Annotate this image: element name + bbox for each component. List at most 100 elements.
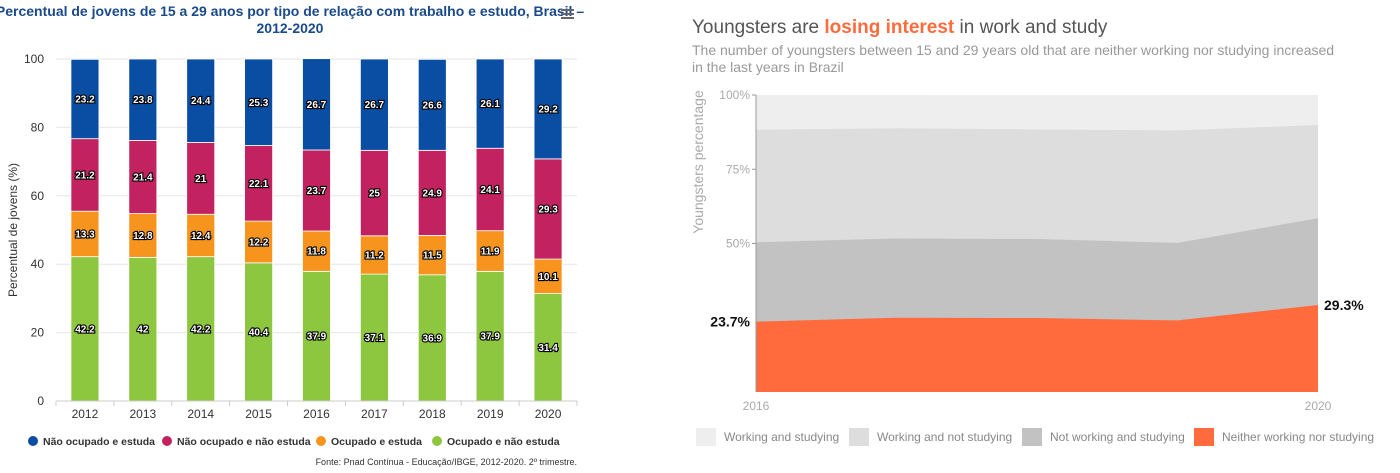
right-legend-item[interactable]: Working and not studying	[849, 428, 1012, 446]
left-bar-value-label: 24.9	[423, 188, 443, 199]
right-legend-swatch	[1194, 428, 1214, 446]
left-y-tick-label: 80	[31, 120, 45, 134]
left-bar-segment[interactable]	[417, 235, 447, 276]
right-y-axis-label: Youngsters percentage	[690, 90, 706, 234]
right-legend-item[interactable]: Working and studying	[696, 428, 839, 446]
right-legend-label: Working and not studying	[877, 430, 1012, 444]
left-bar-value-label: 23.2	[75, 95, 95, 106]
left-bar-segment[interactable]	[186, 256, 216, 402]
left-bar-segment[interactable]	[70, 58, 100, 140]
left-bar-segment[interactable]	[302, 58, 331, 151]
right-title-highlight: losing interest	[824, 17, 955, 38]
left-x-tick-label: 2013	[129, 407, 156, 421]
left-bar-segment[interactable]	[186, 142, 216, 215]
left-x-tick-label: 2015	[245, 407, 272, 421]
left-bar-value-label: 37.1	[365, 333, 385, 344]
right-legend-swatch	[849, 428, 869, 446]
left-bar-segment[interactable]	[70, 210, 100, 258]
left-bars: 42.2 13.3 21.2 23.2 42 12.8 21.4 23.8 42.2 12.4 21…	[70, 58, 563, 402]
right-chart-subtitle-line1: The number of youngsters between 15 and …	[692, 42, 1334, 58]
left-bar-segment[interactable]	[417, 58, 447, 151]
left-bar-segment[interactable]	[417, 274, 447, 402]
left-bar-value-label: 29.3	[538, 204, 558, 215]
left-bar-segment[interactable]	[533, 58, 563, 160]
right-areas	[755, 95, 1318, 392]
left-bar-segment[interactable]	[128, 139, 158, 214]
left-legend-marker	[162, 436, 172, 446]
left-stacked-bar-chart: Percentual de jovens de 15 a 29 anos por…	[0, 3, 584, 467]
hamburger-menu-icon[interactable]	[558, 6, 578, 22]
left-bar-value-label: 40.4	[249, 327, 269, 338]
left-x-tick-label: 2018	[419, 407, 446, 421]
left-y-tick-label: 100	[24, 52, 44, 66]
left-bar-segment[interactable]	[128, 58, 158, 141]
left-bar-value-label: 37.9	[480, 332, 500, 343]
left-bar-value-label: 42.2	[191, 324, 211, 335]
right-end-annotation: 29.3%	[1324, 297, 1364, 313]
left-bar-segment[interactable]	[186, 213, 216, 258]
left-legend-item[interactable]: Ocupado e estuda	[316, 436, 422, 448]
left-bar-segment[interactable]	[475, 230, 505, 272]
left-y-tick-label: 20	[31, 326, 45, 340]
left-bar-segment[interactable]	[475, 58, 505, 149]
left-x-tick-label: 2014	[187, 407, 214, 421]
left-bar-value-label: 21.2	[75, 170, 95, 181]
left-bar-value-label: 25.3	[249, 98, 269, 109]
left-chart-title-line1: Percentual de jovens de 15 a 29 anos por…	[0, 3, 584, 19]
left-bar-value-label: 11.8	[307, 247, 326, 258]
left-bar-segment[interactable]	[186, 58, 216, 143]
left-bar-value-label: 13.3	[75, 229, 95, 240]
left-bar-segment[interactable]	[475, 147, 505, 232]
left-legend-label: Não ocupado e estuda	[43, 436, 155, 448]
left-bar-segment[interactable]	[244, 145, 274, 222]
left-bar-segment[interactable]	[70, 138, 100, 212]
left-bar-segment[interactable]	[302, 270, 331, 402]
right-legend-item[interactable]: Neither working nor studying	[1194, 428, 1374, 446]
left-legend-item[interactable]: Ocupado e não estuda	[432, 436, 560, 448]
left-legend-item[interactable]: Não ocupado e não estuda	[162, 436, 311, 448]
right-area-neither-working-nor-studying[interactable]	[756, 304, 1318, 392]
left-bar-segment[interactable]	[302, 230, 331, 272]
left-bar-value-label: 21	[195, 174, 207, 185]
right-start-annotation: 23.7%	[710, 314, 750, 330]
right-legend: Working and studying Working and not stud…	[696, 428, 1374, 446]
left-bar-value-label: 26.7	[307, 100, 327, 111]
left-legend-item[interactable]: Não ocupado e estuda	[28, 436, 155, 448]
left-bar-segment[interactable]	[359, 149, 389, 237]
right-x-axis: 2016 2020	[743, 399, 1332, 413]
right-annotations: 23.7% 29.3%	[710, 297, 1364, 330]
left-x-tick-label: 2020	[535, 407, 562, 421]
left-bar-value-label: 12.8	[133, 231, 153, 242]
left-bar-value-label: 12.2	[249, 237, 269, 248]
left-bar-value-label: 31.4	[538, 343, 558, 354]
left-bar-segment[interactable]	[475, 270, 505, 402]
left-x-tick-label: 2017	[361, 407, 388, 421]
left-y-axis-ticks: 0 20 40 60 80 100	[24, 52, 44, 408]
left-x-axis: 2012 2013 2014 2015 2016 2017 2018 2019 2020	[55, 400, 578, 421]
left-bar-value-label: 11.5	[423, 251, 442, 262]
left-legend-label: Ocupado e não estuda	[447, 436, 560, 448]
left-bar-segment[interactable]	[244, 220, 274, 264]
left-bar-segment[interactable]	[533, 258, 563, 295]
left-bar-segment[interactable]	[128, 256, 158, 402]
left-y-axis-label: Percentual de jovens (%)	[6, 163, 20, 297]
left-x-tick-label: 2016	[303, 407, 330, 421]
left-x-tick-label: 2019	[477, 407, 504, 421]
left-source-note: Fonte: Pnad Contínua - Educação/IBGE, 20…	[316, 457, 577, 467]
left-bar-value-label: 26.6	[423, 100, 443, 111]
left-bar-value-label: 42	[137, 325, 149, 336]
left-bar-value-label: 42.2	[75, 324, 95, 335]
right-x-tick-label: 2016	[743, 399, 770, 413]
right-legend-item[interactable]: Not working and studying	[1022, 428, 1185, 446]
left-bar-segment[interactable]	[359, 58, 389, 151]
right-y-axis-ticks: 50% 75% 100%	[719, 88, 756, 251]
left-bar-value-label: 25	[369, 189, 381, 200]
left-bar-segment[interactable]	[417, 149, 447, 236]
right-title-part3: in work and study	[954, 17, 1108, 38]
left-bar-segment[interactable]	[533, 158, 563, 260]
left-bar-segment[interactable]	[244, 58, 274, 146]
right-title-part1: Youngsters are	[692, 17, 824, 38]
left-bar-value-label: 11.2	[365, 250, 384, 261]
right-y-tick-label: 100%	[719, 88, 750, 102]
right-chart-title: Youngsters are losing interest in work a…	[692, 17, 1108, 38]
